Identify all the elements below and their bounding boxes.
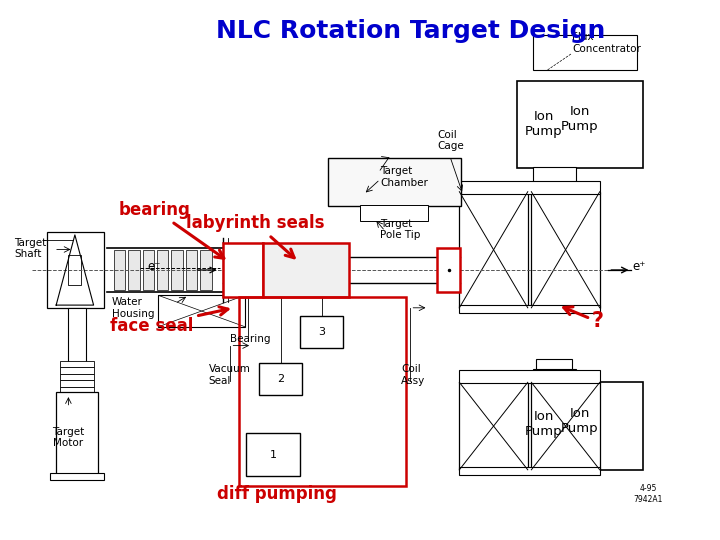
Bar	[50, 473, 104, 480]
Bar	[171, 250, 183, 290]
Text: Ion
Pump: Ion Pump	[525, 110, 562, 138]
Bar	[68, 308, 86, 362]
Text: Coil
Cage: Coil Cage	[438, 130, 464, 151]
Bar	[143, 250, 154, 290]
Text: bearing: bearing	[119, 201, 224, 258]
Bar	[328, 158, 461, 206]
Bar	[60, 380, 94, 387]
Text: labyrinth seals: labyrinth seals	[186, 214, 325, 258]
Bar	[533, 369, 576, 382]
Bar	[531, 192, 600, 308]
Bar	[246, 433, 300, 476]
Bar	[56, 392, 98, 475]
Text: e⁺: e⁺	[632, 260, 646, 273]
Bar	[259, 363, 302, 395]
Text: Target
Pole Tip: Target Pole Tip	[380, 219, 420, 240]
Text: Flux
Concentrator: Flux Concentrator	[572, 32, 642, 54]
Bar	[158, 295, 245, 327]
Bar	[531, 382, 600, 470]
Bar	[223, 243, 263, 297]
Bar	[114, 250, 125, 290]
Text: diff pumping: diff pumping	[217, 485, 337, 503]
Text: 2: 2	[277, 374, 284, 384]
Bar	[533, 167, 576, 184]
Bar	[459, 305, 600, 313]
Bar	[186, 250, 197, 290]
Text: Ion
Pump: Ion Pump	[561, 407, 599, 435]
Text: Ion
Pump: Ion Pump	[525, 410, 562, 438]
Bar	[200, 250, 212, 290]
Text: e⁻: e⁻	[148, 260, 161, 273]
Text: NLC Rotation Target Design: NLC Rotation Target Design	[216, 19, 606, 43]
Bar	[533, 35, 637, 70]
Bar	[60, 361, 94, 367]
Text: 4-95
7942A1: 4-95 7942A1	[634, 484, 662, 504]
Bar	[517, 81, 643, 168]
Text: 1: 1	[270, 450, 276, 460]
Bar	[459, 370, 600, 383]
Bar	[536, 182, 572, 192]
Bar	[47, 232, 104, 308]
Bar	[536, 359, 572, 369]
Text: face seal: face seal	[109, 307, 228, 335]
Text: Ion
Pump: Ion Pump	[561, 105, 599, 133]
Bar	[300, 316, 343, 348]
Bar	[239, 297, 406, 486]
Bar	[60, 387, 94, 393]
Text: Vacuum
Seal: Vacuum Seal	[209, 364, 251, 386]
Text: 3: 3	[318, 327, 325, 337]
Text: Coil
Assy: Coil Assy	[401, 364, 426, 386]
Bar	[60, 367, 94, 374]
Bar	[459, 192, 528, 308]
Bar	[128, 250, 140, 290]
Text: Target
Shaft: Target Shaft	[14, 238, 47, 259]
Bar	[68, 255, 81, 285]
Bar	[60, 374, 94, 380]
Bar	[263, 243, 349, 297]
Text: Bearing: Bearing	[230, 334, 271, 344]
Bar	[517, 382, 643, 470]
Bar	[459, 467, 600, 475]
Text: ?: ?	[592, 311, 603, 332]
Bar	[437, 248, 460, 292]
Text: Water
Housing: Water Housing	[112, 297, 154, 319]
Text: Target
Chamber: Target Chamber	[380, 166, 428, 188]
Text: Target
Motor: Target Motor	[53, 427, 84, 448]
Bar	[459, 382, 528, 470]
Bar	[360, 205, 428, 221]
Bar	[459, 181, 600, 194]
Bar	[157, 250, 168, 290]
